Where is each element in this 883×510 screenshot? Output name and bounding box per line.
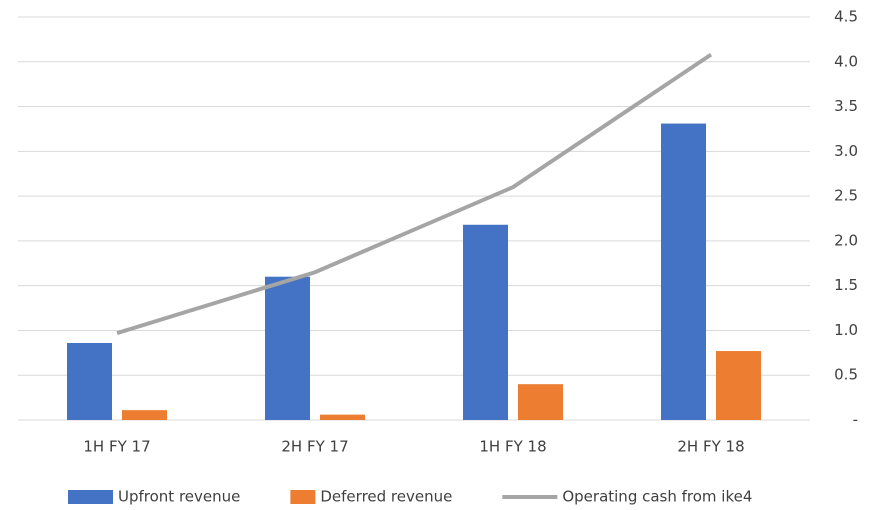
y-tick-label: -: [853, 411, 858, 429]
line: [116, 52, 713, 336]
y-tick-label: 2.0: [834, 231, 858, 249]
legend-label: Upfront revenue: [118, 488, 240, 506]
bar: [67, 342, 112, 420]
legend-label: Deferred revenue: [320, 488, 452, 506]
x-tick-label: 1H FY 17: [83, 438, 150, 456]
y-tick-label: 4.0: [834, 52, 858, 70]
y-tick-label: 4.5: [834, 8, 858, 26]
bar: [320, 414, 365, 420]
x-tick-label: 2H FY 17: [281, 438, 348, 456]
y-tick-label: 1.0: [834, 321, 858, 339]
y-tick-label: 1.5: [834, 276, 858, 294]
legend-label: Operating cash from ike4: [562, 488, 752, 506]
bar: [661, 123, 706, 421]
x-tick-label: 1H FY 18: [479, 438, 546, 456]
legend-swatch: [290, 490, 316, 504]
bar: [265, 276, 310, 420]
bar: [716, 351, 761, 420]
legend-swatch: [68, 490, 113, 504]
y-tick-label: 3.0: [834, 142, 858, 160]
bar: [463, 224, 508, 420]
y-tick-label: 0.5: [834, 366, 858, 384]
y-tick-label: 2.5: [834, 187, 858, 205]
y-tick-label: 3.5: [834, 97, 858, 115]
x-tick-label: 2H FY 18: [677, 438, 744, 456]
bar: [518, 384, 563, 420]
bar: [122, 410, 167, 420]
